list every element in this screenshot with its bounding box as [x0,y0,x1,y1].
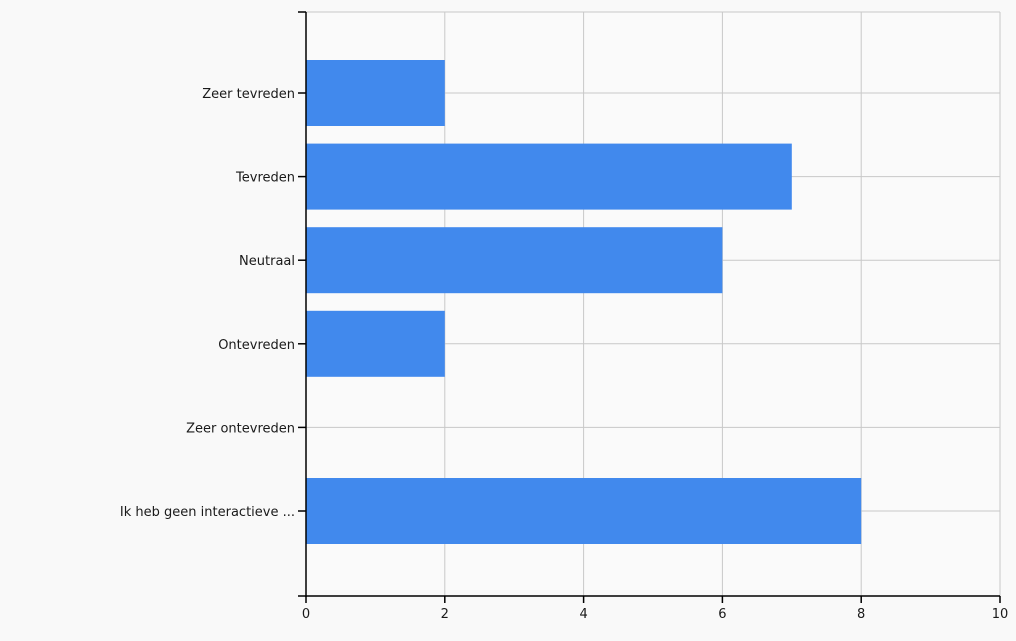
x-tick-label: 4 [579,607,587,622]
bar-2 [306,227,723,294]
bars [306,60,862,544]
axes [298,11,1001,603]
bar-3 [306,310,445,377]
y-tick-label: Tevreden [235,171,295,186]
y-tick-label: Ontevreden [218,338,295,353]
x-tick-label: 10 [992,607,1009,622]
y-tick-label: Neutraal [239,254,295,269]
y-tick-label: Zeer ontevreden [186,421,295,436]
x-tick-label: 6 [718,607,726,622]
y-tick-label: Ik heb geen interactieve ... [120,505,295,520]
x-tick-label: 2 [441,607,449,622]
bar-1 [306,143,792,210]
bar-5 [306,478,862,544]
y-tick-label: Zeer tevreden [202,87,295,102]
x-tick-label: 0 [302,607,310,622]
bar-0 [306,60,445,126]
x-tick-label: 8 [857,607,865,622]
labels: Zeer tevreden Tevreden Neutraal Ontevreden Z… [120,87,1008,622]
